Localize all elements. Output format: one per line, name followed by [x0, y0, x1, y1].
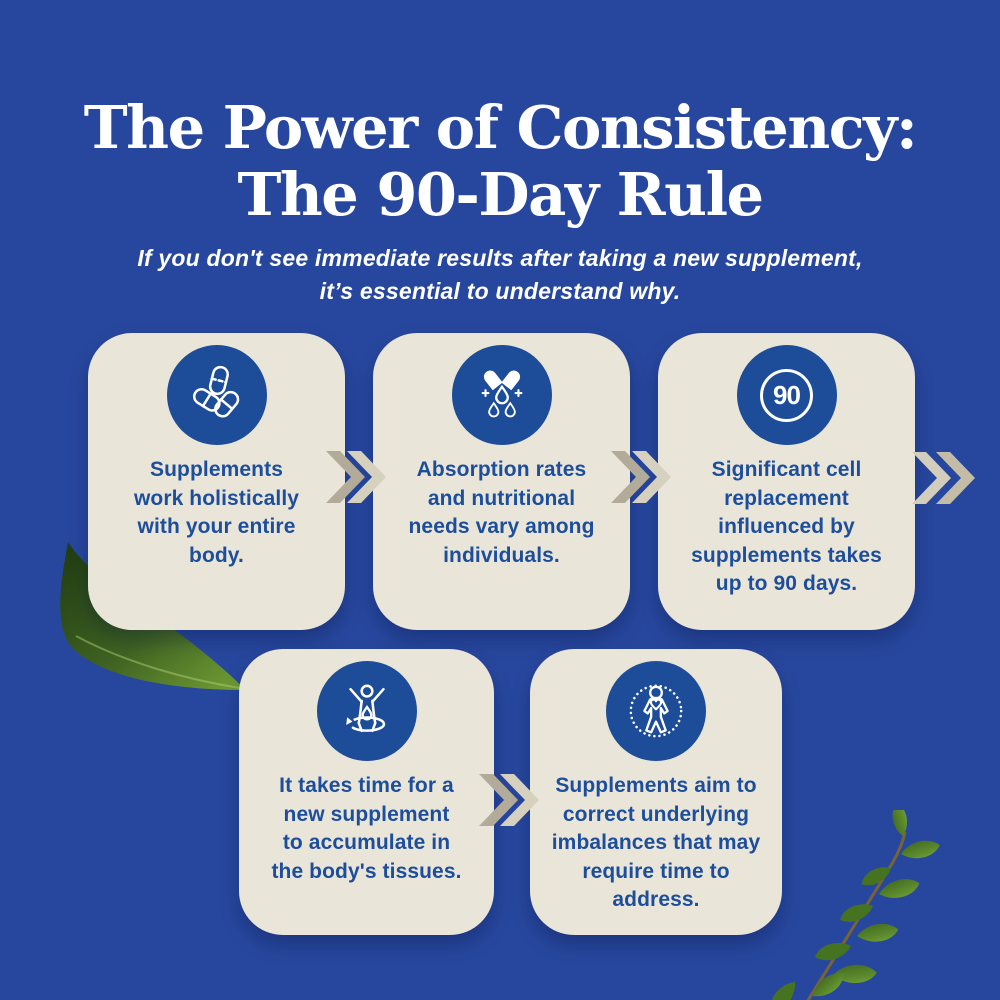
card-text: Absorption rates and nutritional needs v… [394, 456, 608, 570]
step-card-90-days: 90 Significant cell replacement influenc… [658, 333, 915, 630]
icon-circle [316, 661, 417, 761]
chevron-right-icon [912, 452, 951, 504]
page-subtitle-line2: it’s essential to understand why. [319, 278, 681, 305]
body-accumulation-icon [345, 684, 385, 733]
ninety-days-number: 90 [773, 379, 801, 410]
step-card-holistic: Supplements work holistically with your … [88, 333, 345, 630]
card-text-line: address. [612, 888, 700, 912]
chevron-right-icon [479, 774, 518, 826]
branch-decoration-right [763, 810, 941, 1000]
card-text-line: the body's tissues. [271, 859, 462, 883]
card-text-line: work holistically [133, 486, 300, 510]
page-subtitle: If you don't see immediate results after… [0, 242, 1000, 309]
card-text: Supplements work holistically with your … [120, 456, 313, 570]
chevron-right-icon [632, 451, 671, 503]
flow-arrow-4 [479, 774, 539, 826]
card-text-line: influenced by [718, 515, 855, 539]
absorption-droplets-icon [481, 370, 522, 418]
card-text-line: correct underlying [562, 802, 750, 826]
card-text-line: imbalances that may [551, 831, 761, 855]
card-text-line: needs vary among [408, 515, 595, 539]
page-title: The Power of Consistency: The 90-Day Rul… [0, 92, 1000, 229]
card-text-line: and nutritional [427, 486, 576, 510]
chevron-right-icon [936, 452, 975, 504]
chevron-right-icon [611, 451, 650, 503]
card-text-line: supplements takes [691, 543, 882, 567]
card-text-line: up to 90 days. [715, 572, 858, 596]
step-card-absorption: Absorption rates and nutritional needs v… [373, 333, 630, 630]
icon-circle [606, 661, 706, 761]
card-text-line: It takes time for a [279, 774, 454, 797]
chevron-right-icon [326, 451, 365, 503]
step-card-accumulation: It takes time for a new supplement to ac… [239, 649, 494, 935]
page-title-line1: The Power of Consistency: [83, 92, 918, 162]
card-text-line: Supplements aim to [555, 774, 757, 797]
card-text-line: new supplement [283, 802, 450, 826]
card-text-line: Significant cell [711, 458, 862, 481]
card-text-line: body. [189, 543, 244, 567]
card-text-line: individuals. [443, 543, 560, 567]
page-title-line2: The 90-Day Rule [237, 159, 764, 229]
pills-capsules-icon [192, 365, 239, 418]
page-subtitle-line1: If you don't see immediate results after… [137, 245, 863, 271]
body-balance-heart-icon [629, 684, 683, 738]
ninety-days-badge-icon: 90 [760, 368, 813, 422]
card-text-line: require time to [582, 859, 730, 883]
card-text: Significant cell replacement influenced … [677, 456, 896, 599]
flow-arrow-1 [326, 451, 386, 503]
icon-circle: 90 [736, 345, 837, 445]
icon-circle [451, 345, 552, 445]
chevron-right-icon [347, 451, 386, 503]
card-text-line: replacement [724, 486, 849, 510]
card-text-line: Supplements [150, 458, 283, 481]
branch-leaves [763, 810, 941, 1000]
branch-stem [806, 831, 907, 1000]
flow-arrow-2 [611, 451, 671, 503]
card-text: It takes time for a new supplement to ac… [257, 772, 475, 886]
step-card-imbalances: Supplements aim to correct underlying im… [530, 649, 782, 935]
leaf-midrib [75, 635, 241, 689]
icon-circle [166, 345, 267, 445]
card-text: Supplements aim to correct underlying im… [538, 772, 775, 915]
card-text-line: to accumulate in [282, 831, 451, 855]
chevron-right-icon [500, 774, 539, 826]
card-text-line: Absorption rates [416, 458, 587, 481]
flow-arrow-3 [912, 452, 975, 504]
card-text-line: with your entire [137, 515, 296, 539]
